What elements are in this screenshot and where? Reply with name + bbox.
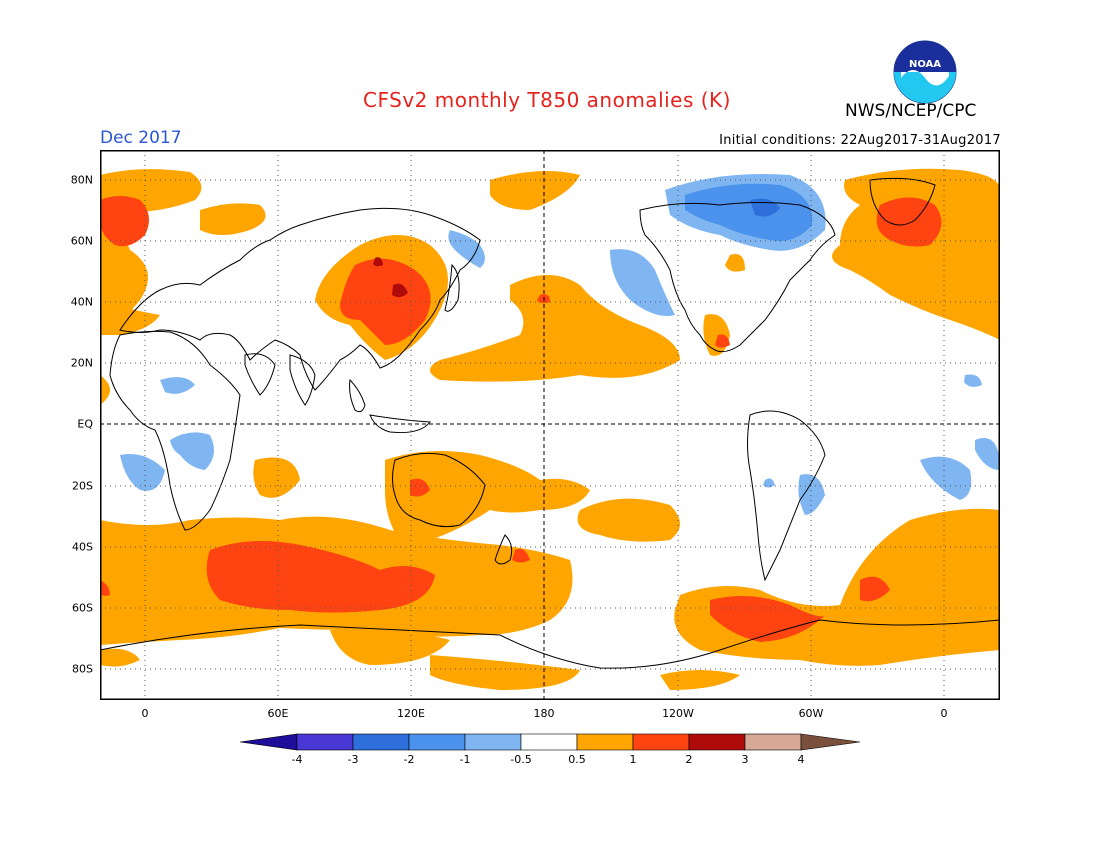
agency-label: NWS/NCEP/CPC bbox=[845, 101, 977, 121]
colorbar-cell-10 bbox=[800, 733, 861, 751]
lat-label-80n: 80N bbox=[70, 173, 93, 187]
lon-label-180: 180 bbox=[533, 707, 555, 720]
lon-label-60e: 60E bbox=[267, 707, 289, 720]
lat-label-eq: EQ bbox=[77, 417, 93, 431]
lon-label-0-west: 0 bbox=[141, 707, 149, 720]
lat-label-40n: 40N bbox=[70, 295, 93, 309]
colorbar-label-m4: -4 bbox=[291, 753, 303, 766]
forecast-month: Dec 2017 bbox=[100, 128, 182, 148]
colorbar-cell-3 bbox=[408, 733, 466, 751]
lon-label-120w: 120W bbox=[662, 707, 694, 720]
colorbar-label-p1: 1 bbox=[629, 753, 637, 766]
lat-label-60n: 60N bbox=[70, 234, 93, 248]
colorbar-cell-9 bbox=[744, 733, 802, 751]
colorbar-label-p3: 3 bbox=[741, 753, 749, 766]
lon-label-60w: 60W bbox=[798, 707, 824, 720]
anomaly-map bbox=[100, 150, 1000, 700]
colorbar-cell-2 bbox=[352, 733, 410, 751]
colorbar-cell-7 bbox=[632, 733, 690, 751]
colorbar-label-p05: 0.5 bbox=[568, 753, 586, 766]
colorbar-cell-4 bbox=[464, 733, 522, 751]
lon-label-0-east: 0 bbox=[940, 707, 948, 720]
lon-label-120e: 120E bbox=[397, 707, 425, 720]
chart-title: CFSv2 monthly T850 anomalies (K) bbox=[363, 88, 731, 112]
colorbar-label-m05: -0.5 bbox=[510, 753, 532, 766]
lat-label-20n: 20N bbox=[70, 356, 93, 370]
colorbar-label-p4: 4 bbox=[797, 753, 805, 766]
colorbar-label-m1: -1 bbox=[459, 753, 471, 766]
svg-text:NOAA: NOAA bbox=[909, 59, 941, 70]
colorbar-cell-5 bbox=[520, 733, 578, 751]
lat-label-80s: 80S bbox=[72, 662, 93, 676]
initial-conditions: Initial conditions: 22Aug2017-31Aug2017 bbox=[719, 133, 1001, 148]
gridlines bbox=[100, 150, 1000, 700]
colorbar bbox=[240, 733, 861, 751]
lat-label-60s: 60S bbox=[72, 601, 93, 615]
lat-label-40s: 40S bbox=[72, 540, 93, 554]
warm-anomaly-level3 bbox=[373, 257, 408, 298]
lat-label-20s: 20S bbox=[72, 479, 93, 493]
colorbar-label-m3: -3 bbox=[347, 753, 359, 766]
warm-anomaly-level2 bbox=[100, 196, 942, 642]
colorbar-cell-1 bbox=[296, 733, 354, 751]
continent-outlines bbox=[100, 177, 1000, 669]
reference-lines bbox=[100, 150, 1000, 700]
colorbar-label-m2: -2 bbox=[403, 753, 415, 766]
colorbar-cell-0 bbox=[240, 733, 298, 751]
colorbar-cell-8 bbox=[688, 733, 746, 751]
colorbar-cell-6 bbox=[576, 733, 634, 751]
colorbar-label-p2: 2 bbox=[685, 753, 693, 766]
noaa-logo: NOAA bbox=[893, 40, 957, 104]
